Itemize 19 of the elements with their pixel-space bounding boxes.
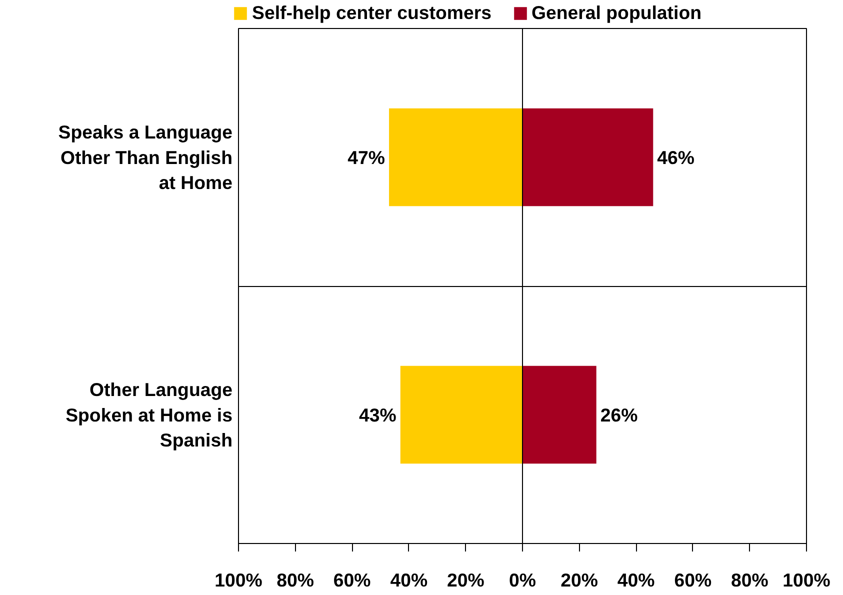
data-label: 46%	[657, 146, 695, 168]
legend-label: General population	[532, 2, 702, 24]
x-tick-label: 0%	[509, 570, 536, 590]
x-tick-label: 60%	[333, 570, 372, 590]
x-tick-label: 20%	[560, 570, 598, 590]
x-tick-label: 40%	[617, 570, 656, 590]
data-label: 47%	[348, 146, 386, 168]
x-tick-label: 20%	[447, 570, 485, 590]
data-label: 26%	[600, 404, 638, 426]
y-tick-label: Speaks a Language Other Than English at Home	[58, 122, 233, 193]
x-tick-label: 80%	[276, 570, 314, 590]
x-tick-label: 100%	[782, 570, 831, 590]
x-tick-label: 80%	[731, 570, 769, 590]
data-label: 43%	[359, 404, 397, 426]
x-tick-label: 40%	[390, 570, 428, 590]
legend-label: Self-help center customers	[252, 2, 492, 24]
x-tick-label: 100%	[214, 570, 263, 590]
y-tick-label: Other Language Spoken at Home is Spanish	[66, 379, 233, 450]
x-tick-label: 60%	[674, 570, 712, 590]
